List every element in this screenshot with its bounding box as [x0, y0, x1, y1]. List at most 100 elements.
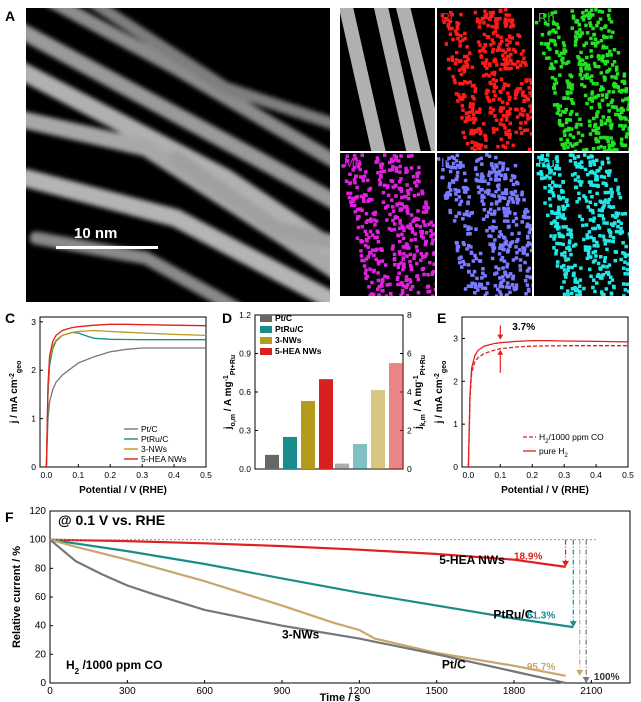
map-dot — [456, 245, 461, 249]
map-dot — [573, 34, 578, 39]
map-dot — [473, 282, 477, 286]
map-dot — [507, 135, 512, 139]
map-dot — [384, 294, 389, 296]
map-dot — [536, 162, 540, 167]
map-dot — [599, 200, 604, 204]
map-dot — [500, 255, 505, 260]
map-dot — [505, 214, 509, 218]
map-dot — [504, 13, 508, 17]
map-dot — [528, 78, 532, 82]
map-dot — [620, 137, 624, 141]
map-dot — [598, 234, 602, 238]
map-dot — [486, 192, 491, 196]
map-dot — [568, 159, 573, 163]
map-dot — [545, 174, 549, 178]
map-dot — [400, 232, 404, 237]
y-axis-label-left: jo,m / A mg-1Pt+Ru — [223, 355, 237, 430]
map-dot — [615, 65, 619, 70]
panel-label-d: D — [222, 310, 233, 326]
map-dot — [413, 232, 417, 236]
map-dot — [525, 243, 530, 248]
map-dot — [548, 66, 553, 70]
map-dot — [618, 123, 622, 128]
map-dot — [483, 49, 487, 54]
map-dot — [498, 122, 503, 126]
map-dot — [413, 180, 417, 185]
y-tick-label-left: 0.6 — [239, 387, 251, 397]
map-dot — [585, 256, 590, 261]
map-dot — [418, 225, 423, 229]
scale-bar-label: 10 nm — [74, 225, 117, 242]
map-dot — [414, 184, 419, 188]
map-dot — [563, 49, 568, 53]
map-dot — [399, 207, 404, 212]
map-dot — [495, 23, 499, 27]
map-dot — [591, 183, 596, 187]
map-dot — [549, 38, 553, 43]
map-dot — [492, 212, 497, 216]
map-dot — [574, 242, 578, 247]
map-dot — [565, 246, 569, 250]
map-dot — [511, 219, 516, 223]
series-line — [45, 347, 206, 468]
map-dot — [466, 232, 470, 236]
map-dot — [548, 176, 552, 180]
map-dot — [564, 107, 568, 112]
map-dot — [352, 177, 357, 182]
map-dot — [623, 272, 627, 276]
map-tile: Mo — [340, 153, 435, 296]
map-dot — [492, 170, 497, 174]
map-dot — [359, 249, 363, 253]
map-dot — [572, 156, 577, 160]
y-tick-label-right: 8 — [407, 310, 412, 320]
map-dot — [493, 19, 498, 23]
map-dot — [375, 156, 380, 160]
map-dot — [565, 198, 569, 202]
map-dot — [396, 282, 400, 287]
y-axis-label: j / mA cm-2geo — [9, 361, 23, 425]
map-dot — [591, 26, 595, 31]
bar-left — [265, 454, 279, 469]
map-dot — [356, 225, 361, 230]
map-dot — [390, 198, 394, 202]
map-dot — [505, 293, 509, 296]
map-dot — [390, 179, 395, 184]
map-dot — [510, 36, 515, 40]
map-dot — [569, 228, 573, 233]
map-dot — [440, 13, 445, 18]
map-dot — [574, 37, 578, 41]
x-tick-label: 0.5 — [622, 470, 634, 480]
map-dot — [489, 170, 493, 175]
map-dot — [463, 287, 468, 291]
map-dot — [351, 168, 355, 172]
x-tick-label: 0.3 — [136, 470, 148, 480]
map-dot — [601, 217, 606, 221]
map-dot — [591, 81, 596, 86]
map-dot — [554, 30, 558, 35]
map-dot — [494, 79, 498, 83]
map-dot — [508, 272, 513, 276]
map-dot — [393, 216, 397, 220]
bar-right — [371, 390, 385, 469]
map-dot — [596, 110, 600, 114]
map-dot — [590, 170, 595, 175]
map-dot — [583, 167, 588, 172]
map-dot — [596, 184, 600, 188]
map-dot — [486, 210, 491, 215]
map-dot — [600, 10, 605, 14]
map-dot — [489, 212, 494, 216]
map-dot — [366, 255, 370, 259]
map-dot — [475, 159, 479, 163]
map-dot — [564, 271, 569, 276]
map-dot — [589, 274, 593, 279]
map-dot — [602, 135, 607, 140]
map-dot — [624, 135, 629, 139]
map-dot — [468, 105, 472, 109]
map-dot — [464, 111, 469, 115]
condition-note: @ 0.1 V vs. RHE — [58, 512, 165, 528]
map-dot — [401, 264, 406, 268]
map-dot — [606, 13, 611, 18]
map-dot — [626, 107, 629, 112]
map-dot — [581, 148, 586, 151]
map-dot — [391, 185, 395, 189]
